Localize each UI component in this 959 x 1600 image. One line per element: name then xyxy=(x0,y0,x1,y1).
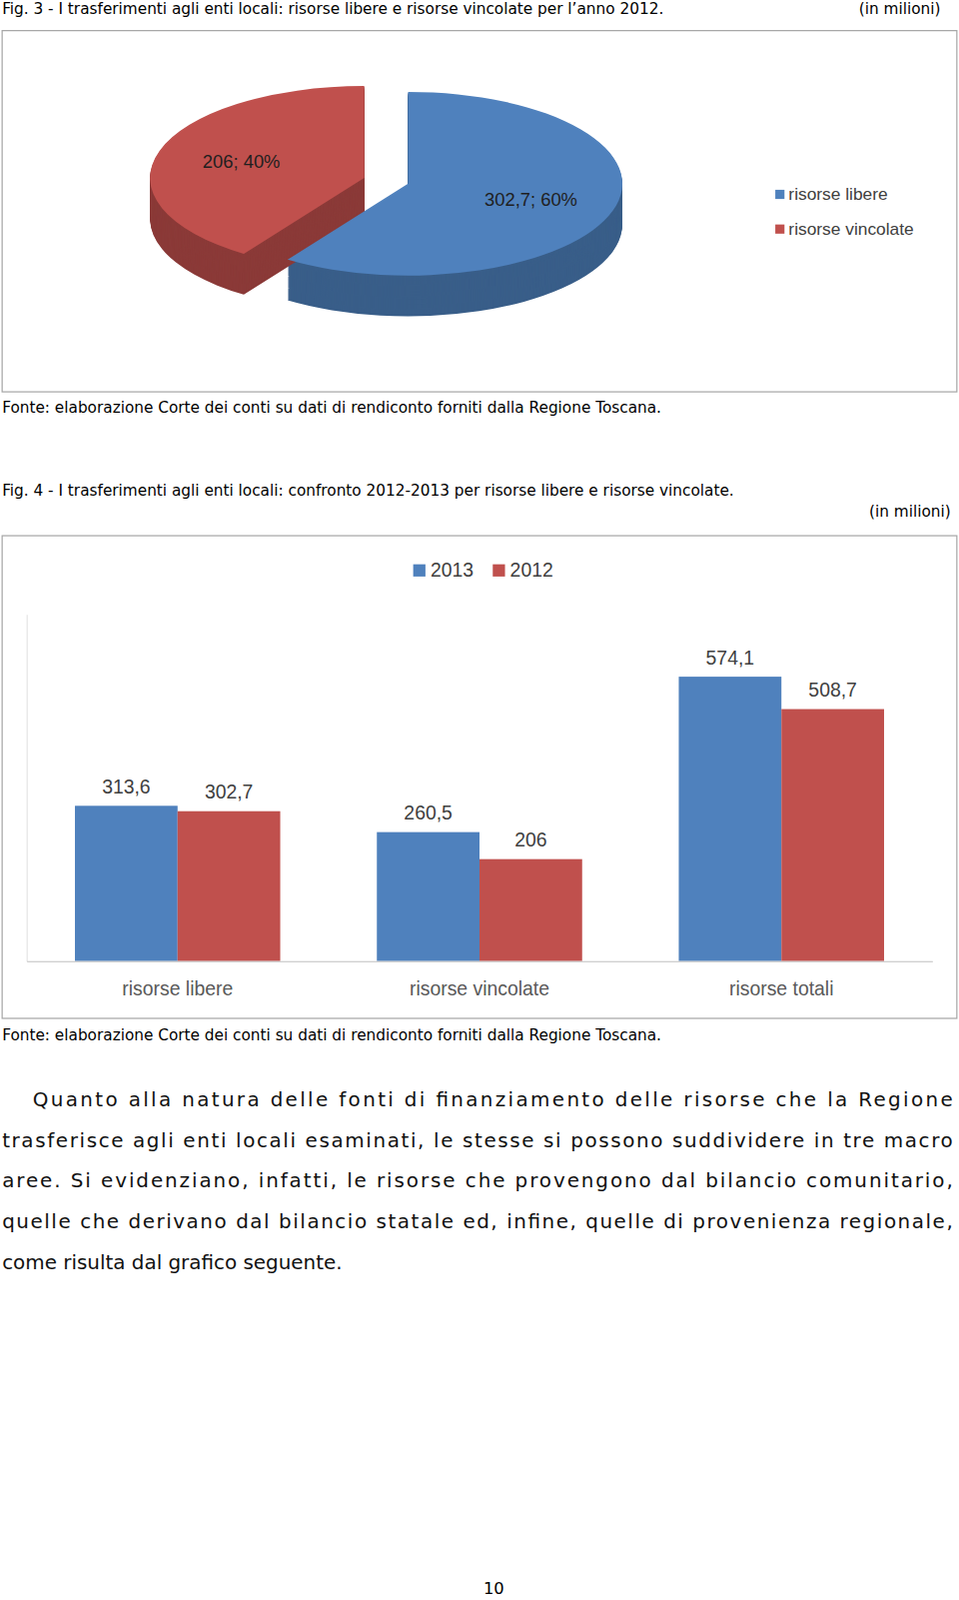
data-label: 206 xyxy=(514,828,547,851)
pie-slice xyxy=(149,85,364,254)
figure-caption: Fig. 3 - I trasferimenti agli enti local… xyxy=(1,0,664,18)
tick: risorse totali xyxy=(729,960,834,999)
pie-slices xyxy=(149,85,623,276)
source-note: Fonte: elaborazione Corte dei conti su d… xyxy=(1,1025,662,1044)
legend-swatch xyxy=(775,224,785,234)
paragraph-line: trasferisce agli enti locali esaminati, … xyxy=(1,1128,954,1152)
page: Fig. 3 - I trasferimenti agli enti local… xyxy=(0,0,959,1600)
bar xyxy=(177,811,281,961)
tick: risorse libere xyxy=(121,960,233,999)
data-label: 313,6 xyxy=(101,775,151,798)
pie xyxy=(149,85,623,316)
data-label: 260,5 xyxy=(403,801,453,824)
data-label: 508,7 xyxy=(808,678,858,701)
paragraph-line: come risulta dal grafico seguente. xyxy=(1,1250,342,1274)
page-svg: Fig. 3 - I trasferimenti agli enti local… xyxy=(0,0,959,1600)
tick-label: risorse libere xyxy=(121,976,233,999)
legend-label: risorse vincolate xyxy=(788,218,914,239)
paragraph-line: aree. Si evidenziano, infatti, le risors… xyxy=(1,1168,954,1192)
chart-frame xyxy=(1,535,958,1018)
bar xyxy=(479,859,583,961)
paragraph-line: Quanto alla natura delle fonti di finanz… xyxy=(32,1087,954,1111)
bar xyxy=(376,832,480,961)
axis-line xyxy=(26,960,934,962)
unit-note: (in milioni) xyxy=(859,0,942,18)
legend-label: 2012 xyxy=(510,558,554,581)
paragraph-line: quelle che derivano dal bilancio statale… xyxy=(1,1209,954,1233)
bar xyxy=(74,805,178,961)
tick: risorse vincolate xyxy=(409,960,550,999)
legend-label: risorse libere xyxy=(788,183,888,204)
legend-label: 2013 xyxy=(430,558,474,581)
chart-frame xyxy=(1,30,958,392)
data-label: 574,1 xyxy=(706,646,756,669)
data-label: 302,7; 60% xyxy=(484,188,578,210)
data-label: 206; 40% xyxy=(202,150,281,172)
page-number: 10 xyxy=(483,1578,505,1598)
x-axis: risorse libere risorse vincolate risorse t… xyxy=(26,960,934,999)
y-axis xyxy=(26,614,28,961)
figure-caption: Fig. 4 - I trasferimenti agli enti local… xyxy=(1,481,735,500)
source-note: Fonte: elaborazione Corte dei conti su d… xyxy=(1,398,662,417)
legend-swatch xyxy=(492,564,505,577)
unit-note: (in milioni) xyxy=(869,502,952,521)
bars xyxy=(74,676,885,961)
tick-label: risorse totali xyxy=(729,976,834,999)
legend-swatch xyxy=(413,564,426,577)
legend-swatch xyxy=(775,189,785,199)
axis-line xyxy=(26,614,28,961)
bar xyxy=(678,676,782,961)
bar xyxy=(781,709,885,961)
data-label: 302,7 xyxy=(204,780,254,803)
tick-label: risorse vincolate xyxy=(409,976,550,999)
